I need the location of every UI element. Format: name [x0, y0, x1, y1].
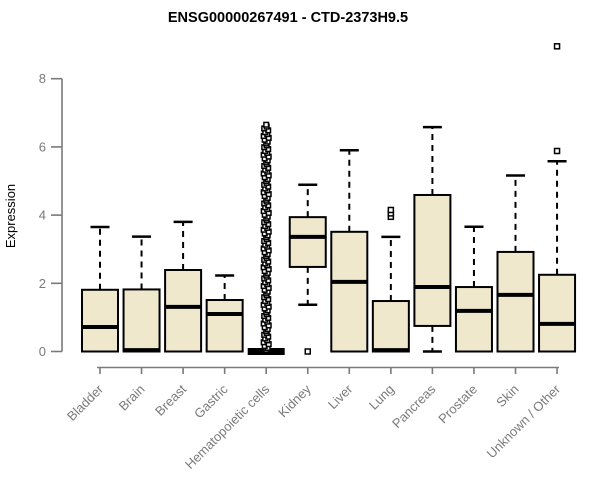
boxplot-liver: [330, 149, 369, 353]
iqr-box: [454, 286, 493, 353]
boxplot-bladder: [81, 225, 119, 353]
boxplot-breast: [164, 220, 203, 353]
y-tick-label: 4: [39, 208, 46, 223]
boxplot-kidney: [288, 183, 327, 355]
iqr-box: [330, 230, 369, 353]
x-tick-label-lung: Lung: [366, 382, 397, 413]
iqr-box: [164, 269, 203, 353]
iqr-box: [413, 193, 452, 327]
outlier-point: [263, 121, 270, 128]
iqr-box: [538, 273, 577, 353]
iqr-box: [371, 300, 410, 353]
x-tick-label-unknown-other: Unknown / Other: [484, 381, 564, 461]
y-tick-label: 0: [39, 344, 46, 359]
boxplot-pancreas: [413, 125, 452, 353]
chart-title: ENSG00000267491 - CTD-2373H9.5: [168, 10, 408, 26]
y-tick-label: 2: [39, 276, 46, 291]
x-tick-label-breast: Breast: [152, 381, 189, 418]
x-tick-label-liver: Liver: [325, 381, 356, 412]
x-tick-label-kidney: Kidney: [275, 381, 314, 420]
iqr-box: [122, 288, 161, 353]
y-tick-label: 6: [39, 139, 46, 154]
x-tick-label-prostate: Prostate: [435, 382, 480, 427]
boxplot-hematopoietic-cells: [247, 121, 285, 355]
boxplot-prostate: [454, 225, 493, 353]
iqr-box: [496, 250, 535, 353]
boxplot-unknown-other: [538, 43, 577, 353]
x-tick-label-skin: Skin: [493, 382, 521, 410]
x-tick-label-brain: Brain: [116, 382, 148, 414]
iqr-box: [81, 288, 119, 353]
boxplot-gastric: [205, 274, 244, 353]
boxplot-lung: [371, 206, 410, 353]
y-tick-label: 8: [39, 71, 46, 86]
outlier-point: [387, 206, 395, 214]
outlier-point: [553, 43, 561, 50]
outlier-point: [553, 147, 561, 155]
boxplot-brain: [122, 235, 161, 353]
x-tick-label-bladder: Bladder: [64, 381, 107, 424]
x-tick-label-gastric: Gastric: [191, 381, 231, 421]
y-axis-label: Expression: [3, 184, 18, 248]
iqr-box: [288, 216, 327, 268]
iqr-box: [205, 299, 244, 353]
x-tick-label-pancreas: Pancreas: [389, 381, 439, 431]
outlier-point: [304, 348, 311, 355]
boxplot-skin: [496, 174, 535, 353]
